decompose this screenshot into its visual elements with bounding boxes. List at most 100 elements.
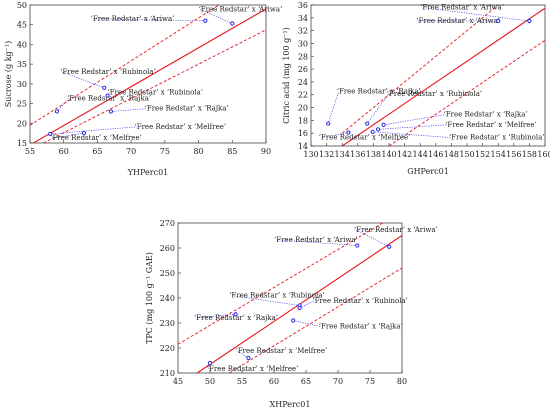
data-point	[207, 360, 213, 366]
annotation-label: ‘Free Redstar’ x ‘Melfree’	[50, 134, 142, 142]
annotation-label: ‘Free Redstar’ x ‘Rubinola’	[387, 90, 482, 98]
data-point	[233, 312, 238, 317]
y-tick-label: 35	[17, 60, 27, 69]
annotation-leader	[62, 71, 105, 89]
data-point	[246, 355, 251, 361]
annotation-label: ‘Free Redstar’ x ‘Rajka’	[145, 105, 229, 113]
x-tick-label: 55	[237, 377, 247, 386]
data-point	[346, 130, 351, 135]
annotation-leader	[383, 114, 446, 126]
x-tick-label: 85	[227, 147, 237, 156]
data-point	[203, 18, 208, 23]
data-point	[291, 318, 296, 323]
data-point	[108, 109, 114, 114]
data-point	[81, 131, 87, 136]
x-tick-label: 148	[444, 150, 459, 159]
annotation-label: ‘Free Redstar’ x ‘Ariwa’	[274, 236, 358, 244]
y-tick-label: 18	[298, 116, 308, 125]
x-tick-label: 142	[397, 150, 412, 159]
x-tick-label: 45	[173, 377, 183, 386]
annotation-label: ‘Free Redstar’ x ‘Rajka’	[444, 111, 528, 119]
plot-frame	[177, 222, 403, 374]
annotation-label: ‘Free Redstar’ x ‘Rubinola’	[108, 89, 203, 97]
annotation-label: ‘Free Redstar’ x ‘Melfree’	[236, 347, 328, 355]
y-tick-label: 220	[160, 344, 175, 353]
annotation-label: ‘Free Redstar’ x ‘Rubinola’	[229, 292, 324, 300]
x-tick-label: 50	[205, 377, 215, 386]
x-tick-label: 55	[25, 147, 35, 156]
annotation-leader	[52, 132, 84, 139]
x-tick-label: 65	[301, 377, 311, 386]
x-axis-label: XHPerc01	[270, 400, 311, 409]
annotation-label: ‘Free Redstar’ x ‘Ariwa’	[416, 17, 500, 25]
confidence-band-lower	[388, 39, 545, 146]
annotation-label: ‘Free Redstar’ x ‘Ariwa’	[199, 6, 283, 14]
y-tick-label: 270	[160, 219, 175, 228]
regression-line	[341, 7, 545, 146]
x-tick-label: 156	[506, 150, 521, 159]
x-tick-label: 154	[491, 150, 506, 159]
y-tick-label: 210	[160, 369, 175, 378]
annotation-leader	[231, 295, 300, 306]
annotation-leader	[275, 239, 358, 246]
annotation-leader	[92, 18, 206, 22]
x-tick-label: 75	[160, 147, 170, 156]
x-tick-label: 90	[261, 147, 271, 156]
annotation-label: ‘Free Redstar’ x ‘Rubinola’	[449, 134, 544, 142]
y-tick-label: 14	[298, 142, 308, 151]
annotation-label: ‘Free Redstar’ x ‘Melfree’	[207, 365, 299, 373]
x-axis-label: YHPerc01	[127, 168, 169, 177]
x-tick-label: 60	[59, 147, 69, 156]
annotation-leader	[327, 91, 340, 124]
y-tick-label: 15	[17, 139, 27, 148]
x-tick-label: 65	[92, 147, 102, 156]
annotation-leader	[378, 124, 448, 130]
confidence-band-upper	[30, 5, 220, 126]
annotation-leader	[237, 350, 249, 359]
x-tick-label: 158	[522, 150, 537, 159]
y-tick-label: 240	[160, 294, 175, 303]
data-point	[326, 121, 331, 126]
x-tick-label: 150	[459, 150, 474, 159]
y-tick-label: 250	[160, 269, 175, 278]
chart-2: 130 132 134 136 138 140 142 144 146 148 150 152 154 1…	[282, 1, 550, 176]
annotation-label: ‘Free Redstar’ x ‘Rajka’	[319, 323, 403, 331]
x-tick-label: 136	[350, 150, 365, 159]
annotation-label: ‘Free Redstar’ x ‘Rubinola’	[60, 68, 155, 76]
y-tick-label: 50	[17, 1, 27, 10]
data-point	[355, 243, 360, 248]
y-tick-label: 36	[298, 1, 308, 10]
annotation-leader	[56, 98, 70, 112]
plot-frame	[29, 4, 267, 144]
y-tick-label: 20	[298, 104, 308, 113]
data-point	[527, 18, 532, 24]
x-tick-label: 60	[269, 377, 279, 386]
x-tick-label: 152	[475, 150, 490, 159]
annotation-label: ‘Free Redstar’ x ‘Ariwa’	[354, 226, 438, 234]
annotation-label: ‘Free Redstar’ x ‘Melfree’	[319, 134, 411, 142]
x-tick-label: 132	[319, 150, 334, 159]
confidence-band-lower	[43, 29, 266, 143]
x-tick-label: 140	[381, 150, 396, 159]
x-tick-label: 144	[413, 150, 428, 159]
x-axis-label: GHPerc01	[407, 167, 449, 176]
y-tick-label: 260	[160, 244, 175, 253]
y-tick-label: 26	[298, 65, 308, 74]
annotation-label: ‘Free Redstar’ x ‘Melfree’	[135, 123, 227, 131]
data-point	[365, 121, 370, 126]
y-tick-label: 22	[298, 91, 308, 100]
y-tick-label: 30	[298, 39, 308, 48]
annotation-label: ‘Free Redstar’ x ‘Rajka’	[194, 314, 278, 322]
data-point	[496, 18, 501, 24]
x-tick-label: 138	[366, 150, 381, 159]
data-point	[48, 131, 53, 137]
annotation-leader	[372, 131, 452, 138]
x-tick-label: 80	[397, 377, 407, 386]
x-tick-label: 146	[428, 150, 443, 159]
y-tick-label: 32	[298, 27, 308, 36]
y-tick-label: 40	[17, 40, 27, 49]
annotation-label: ‘Free Redstar’ x ‘Melfree’	[445, 121, 537, 129]
data-point	[230, 21, 235, 26]
annotation-label: ‘Free Redstar’ x ‘Rajka’	[67, 94, 151, 102]
